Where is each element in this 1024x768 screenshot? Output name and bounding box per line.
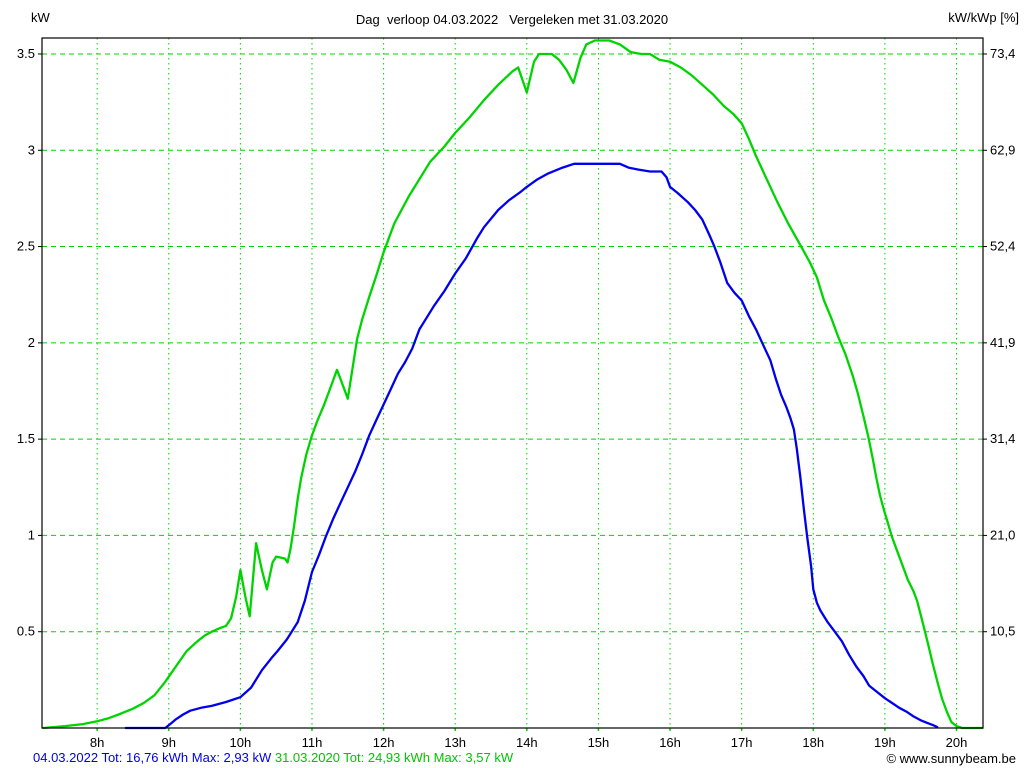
x-axis-label: 14h [516, 735, 538, 750]
y-axis-right-title: kW/kWp [%] [948, 10, 1019, 25]
x-axis-label: 15h [588, 735, 610, 750]
y-axis-left-label: 0.5 [17, 624, 35, 639]
x-axis-label: 16h [659, 735, 681, 750]
y-axis-right-label: 10,5 [990, 624, 1015, 639]
y-axis-left-label: 2 [28, 335, 35, 350]
y-axis-left-label: 3.5 [17, 46, 35, 61]
y-axis-left-label: 2.5 [17, 239, 35, 254]
x-axis-label: 10h [230, 735, 252, 750]
y-axis-right-label: 73,4 [990, 46, 1015, 61]
page-title: Dag verloop 04.03.2022 Vergeleken met 31… [355, 12, 669, 27]
y-axis-right-label: 52,4 [990, 239, 1015, 254]
x-axis-label: 20h [946, 735, 968, 750]
y-axis-right-label: 31,4 [990, 431, 1015, 446]
y-axis-right-label: 41,9 [990, 335, 1015, 350]
x-axis-label: 19h [874, 735, 896, 750]
y-axis-left-label: 1.5 [17, 431, 35, 446]
copyright: © www.sunnybeam.be [886, 751, 1016, 766]
y-axis-left-title: kW [31, 10, 50, 25]
plot-frame [41, 37, 984, 729]
series-04.03.2022 [124, 162, 939, 730]
x-axis-label: 11h [302, 735, 323, 750]
legend: 04.03.2022 Tot: 16,76 kWh Max: 2,93 kW 3… [33, 750, 513, 765]
x-axis-label: 18h [802, 735, 824, 750]
y-axis-left-label: 1 [28, 527, 35, 542]
x-axis-label: 8h [90, 735, 104, 750]
y-axis-left-label: 3 [28, 142, 35, 157]
legend-series-2020: 31.03.2020 Tot: 24,93 kWh Max: 3,57 kW [274, 750, 514, 765]
x-axis-label: 17h [731, 735, 753, 750]
x-axis-label: 9h [162, 735, 176, 750]
x-axis-label: 12h [373, 735, 395, 750]
legend-series-2022: 04.03.2022 Tot: 16,76 kWh Max: 2,93 kW [33, 750, 272, 765]
x-axis-label: 13h [444, 735, 466, 750]
y-axis-right-label: 21,0 [990, 527, 1015, 542]
y-axis-right-label: 62,9 [990, 142, 1015, 157]
series-31.03.2020 [42, 39, 984, 730]
